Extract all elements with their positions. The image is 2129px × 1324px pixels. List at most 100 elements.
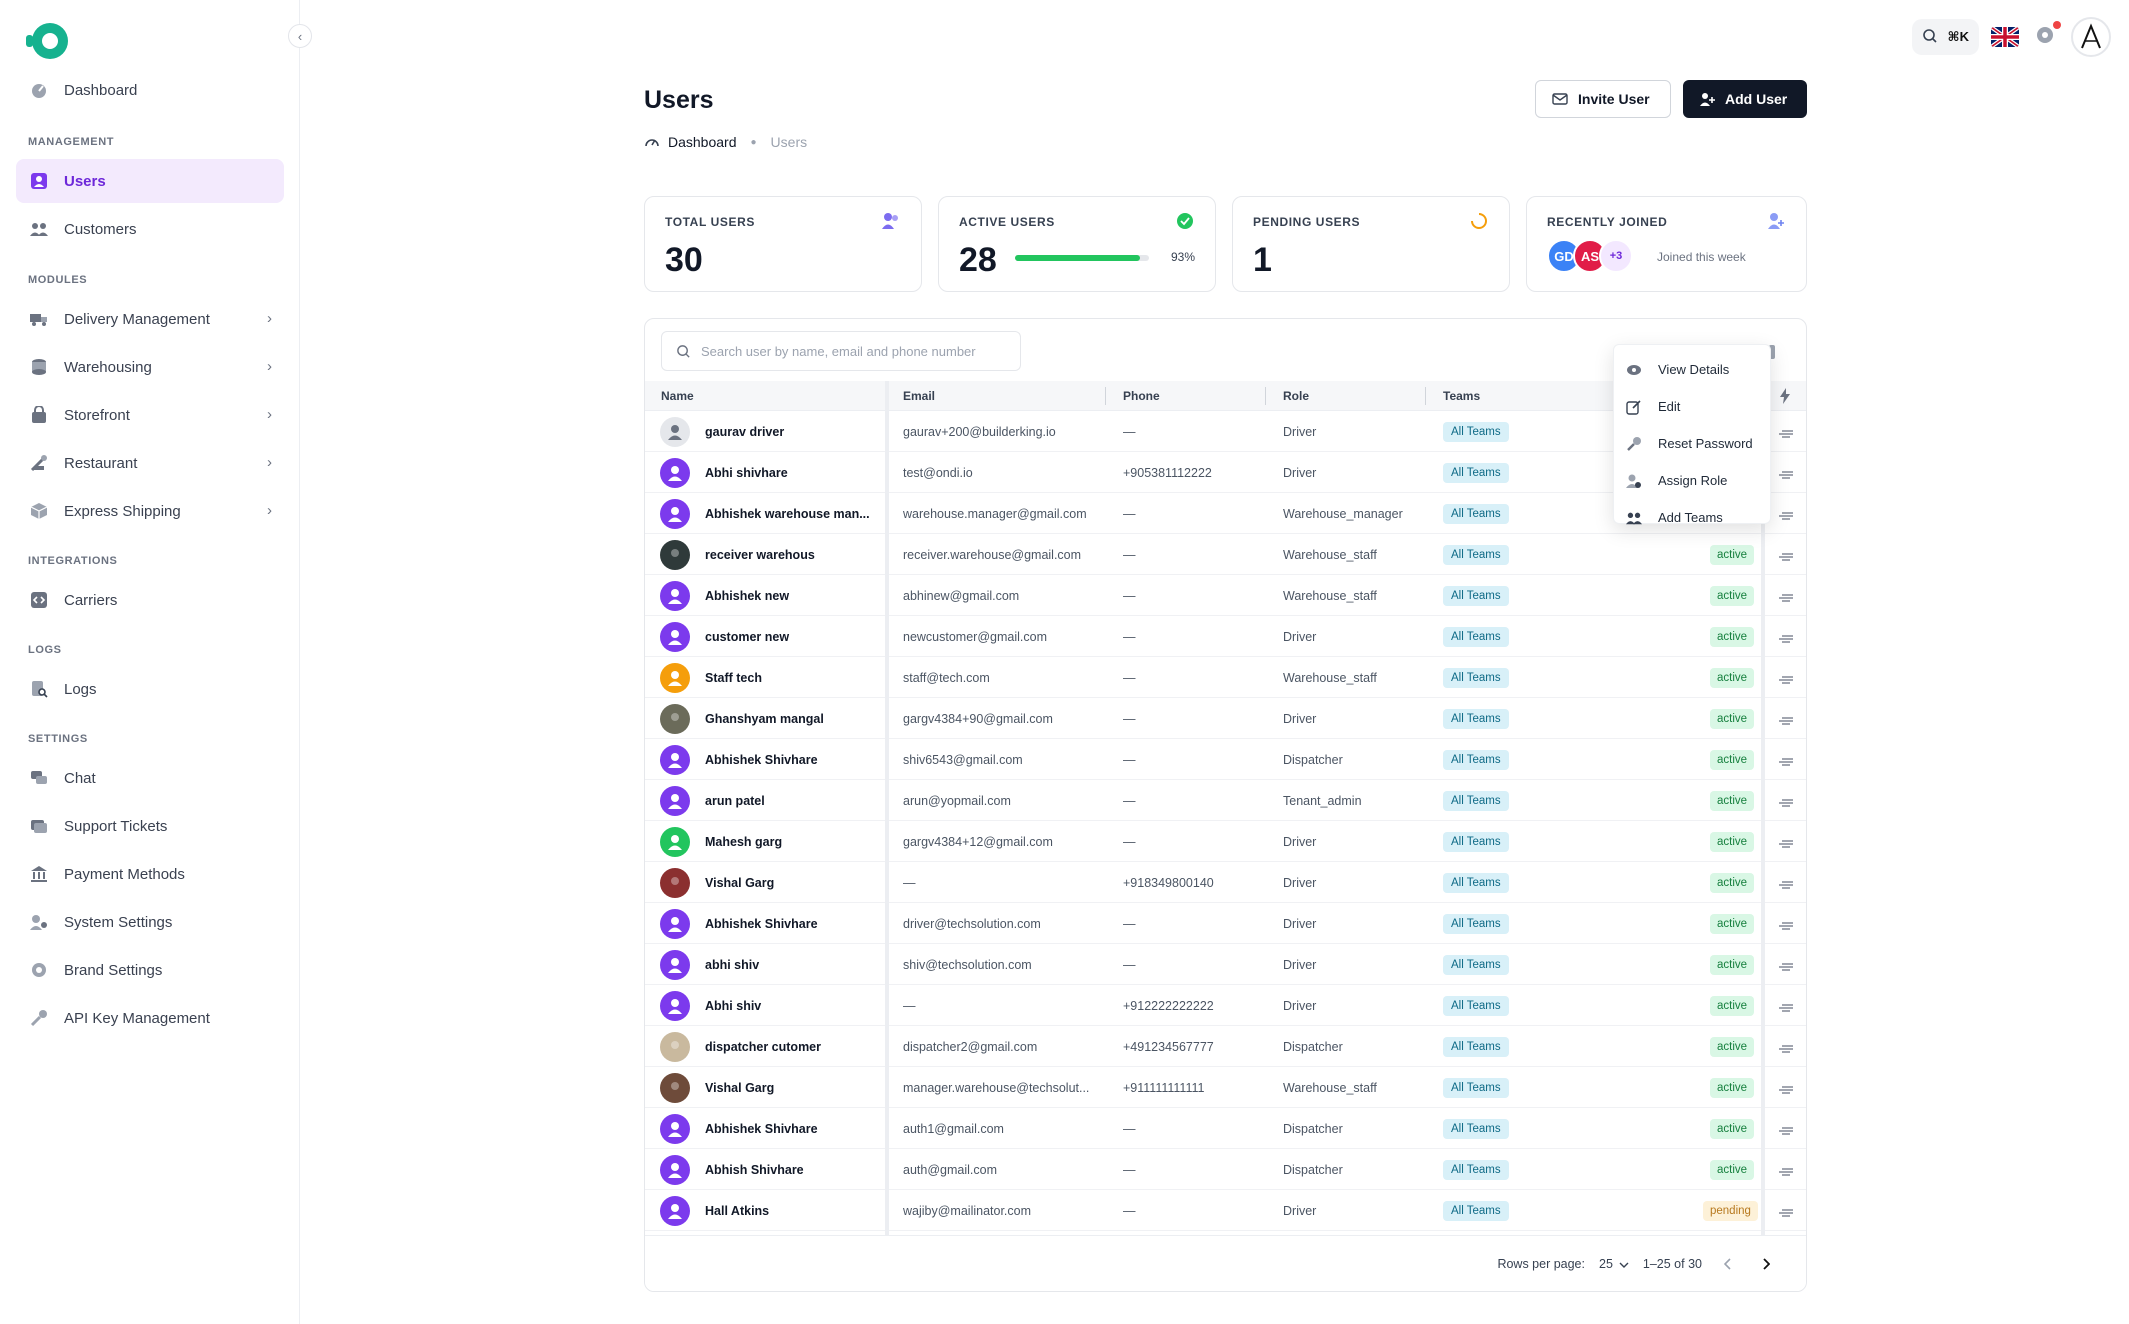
row-menu-icon[interactable] bbox=[1778, 590, 1794, 602]
menu-item-assign-role[interactable]: Assign Role bbox=[1614, 462, 1770, 499]
teams-cell: All Teams bbox=[1443, 1108, 1509, 1149]
sidebar-item-delivery-management[interactable]: Delivery Management › bbox=[16, 297, 284, 341]
sidebar-item-brand-settings[interactable]: Brand Settings bbox=[16, 948, 284, 992]
menu-item-reset-password[interactable]: Reset Password bbox=[1614, 425, 1770, 462]
menu-item-edit[interactable]: Edit bbox=[1614, 388, 1770, 425]
users-table-card: Name Email Phone Role Teams gaurav drive… bbox=[644, 318, 1807, 1292]
column-header-name[interactable]: Name bbox=[661, 389, 694, 403]
column-header-email[interactable]: Email bbox=[903, 389, 936, 403]
stat-value: 28 bbox=[959, 241, 997, 279]
settings-button[interactable] bbox=[2031, 21, 2061, 51]
table-row[interactable]: Abhishek Shivhare shiv6543@gmail.com — Disp… bbox=[645, 739, 1806, 780]
avatar bbox=[660, 909, 690, 939]
table-row[interactable]: abhi shiv shiv@techsolution.com — Driver All… bbox=[645, 944, 1806, 985]
brand-logo[interactable] bbox=[24, 20, 76, 62]
table-row[interactable]: gaurav driver gaurav+200@builderking.io — D… bbox=[645, 411, 1806, 452]
table-row[interactable]: customer new newcustomer@gmail.com — Driver… bbox=[645, 616, 1806, 657]
table-row[interactable]: arun patel arun@yopmail.com — Tenant_admin A… bbox=[645, 780, 1806, 821]
rows-per-page-select[interactable]: 25 bbox=[1599, 1257, 1629, 1271]
row-menu-icon[interactable] bbox=[1778, 1164, 1794, 1176]
column-header-phone[interactable]: Phone bbox=[1123, 389, 1160, 403]
sidebar-item-api-key-management[interactable]: API Key Management bbox=[16, 996, 284, 1040]
stat-card-recently-joined: RECENTLY JOINED GD AS +3 Joined this wee… bbox=[1526, 196, 1807, 292]
row-menu-icon[interactable] bbox=[1778, 1082, 1794, 1094]
sidebar-item-warehousing[interactable]: Warehousing › bbox=[16, 345, 284, 389]
row-menu-icon[interactable] bbox=[1778, 713, 1794, 725]
row-menu-icon[interactable] bbox=[1778, 877, 1794, 889]
sidebar-item-support-tickets[interactable]: Support Tickets bbox=[16, 804, 284, 848]
user-search-field[interactable] bbox=[661, 331, 1021, 371]
collapse-sidebar-button[interactable]: ‹ bbox=[288, 24, 312, 48]
team-badge: All Teams bbox=[1443, 954, 1509, 975]
table-row[interactable]: Vishal Garg manager.warehouse@techsolut..… bbox=[645, 1067, 1806, 1108]
row-menu-icon[interactable] bbox=[1778, 508, 1794, 520]
table-row[interactable]: Abhishek Shivhare driver@techsolution.com… bbox=[645, 903, 1806, 944]
global-search-button[interactable]: ⌘K bbox=[1911, 19, 1979, 55]
sidebar-item-customers[interactable]: Customers bbox=[16, 207, 284, 251]
row-menu-icon[interactable] bbox=[1778, 467, 1794, 479]
sidebar-item-carriers[interactable]: Carriers bbox=[16, 578, 284, 622]
sidebar-item-payment-methods[interactable]: Payment Methods bbox=[16, 852, 284, 896]
table-row[interactable]: Abhishek new abhinew@gmail.com — Warehouse_… bbox=[645, 575, 1806, 616]
search-input[interactable] bbox=[701, 343, 1001, 359]
sidebar-item-express-shipping[interactable]: Express Shipping › bbox=[16, 489, 284, 533]
table-row[interactable]: Abhishek Shivhare auth1@gmail.com — Dispatc… bbox=[645, 1108, 1806, 1149]
previous-page-button[interactable] bbox=[1716, 1252, 1740, 1276]
user-email: dispatcher2@gmail.com bbox=[903, 1039, 1038, 1054]
row-menu-icon[interactable] bbox=[1778, 1205, 1794, 1217]
rows-per-page-value: 25 bbox=[1599, 1256, 1613, 1271]
row-menu-icon[interactable] bbox=[1778, 918, 1794, 930]
row-menu-icon[interactable] bbox=[1778, 836, 1794, 848]
sidebar-item-dashboard[interactable]: Dashboard bbox=[16, 68, 284, 112]
table-row[interactable]: Hall Atkins wajiby@mailinator.com — Driver A… bbox=[645, 1190, 1806, 1231]
row-menu-icon[interactable] bbox=[1778, 631, 1794, 643]
column-header-teams[interactable]: Teams bbox=[1443, 389, 1481, 403]
table-row[interactable]: Abhishek warehouse man... warehouse.manag… bbox=[645, 493, 1806, 534]
add-user-button[interactable]: Add User bbox=[1683, 80, 1807, 118]
progress-fill bbox=[1015, 255, 1140, 261]
sidebar-item-users[interactable]: Users bbox=[16, 159, 284, 203]
table-row[interactable]: receiver warehous receiver.warehouse@gmai… bbox=[645, 534, 1806, 575]
row-menu-icon[interactable] bbox=[1778, 426, 1794, 438]
row-menu-icon[interactable] bbox=[1778, 754, 1794, 766]
row-menu-icon[interactable] bbox=[1778, 1041, 1794, 1053]
code-icon bbox=[28, 589, 50, 611]
teams-cell: All Teams bbox=[1443, 944, 1509, 985]
table-row[interactable]: Abhi shivhare test@ondi.io +905381112222 Dr… bbox=[645, 452, 1806, 493]
row-menu-icon[interactable] bbox=[1778, 959, 1794, 971]
user-phone: — bbox=[1123, 1203, 1136, 1218]
stat-label: ACTIVE USERS bbox=[959, 215, 1055, 229]
table-row[interactable]: Abhish Shivhare auth@gmail.com — Dispatcher… bbox=[645, 1149, 1806, 1190]
row-menu-icon[interactable] bbox=[1778, 672, 1794, 684]
more-avatars-count[interactable]: +3 bbox=[1599, 239, 1633, 273]
section-label-settings: SETTINGS bbox=[28, 733, 88, 745]
table-row[interactable]: Abhi shiv — +912222222222 Driver All Teams ac… bbox=[645, 985, 1806, 1026]
breadcrumb-home-link[interactable]: Dashboard bbox=[668, 134, 737, 150]
table-row[interactable]: Mahesh garg gargv4384+12@gmail.com — Driver… bbox=[645, 821, 1806, 862]
invite-user-button[interactable]: Invite User bbox=[1535, 80, 1671, 118]
sidebar-item-chat[interactable]: Chat bbox=[16, 756, 284, 800]
key-icon bbox=[28, 1007, 50, 1029]
row-menu-icon[interactable] bbox=[1778, 549, 1794, 561]
menu-item-add-teams[interactable]: Add Teams bbox=[1614, 499, 1770, 536]
active-users-percent: 93% bbox=[1170, 250, 1195, 264]
status-cell: active bbox=[1710, 616, 1755, 657]
sidebar-item-restaurant[interactable]: Restaurant › bbox=[16, 441, 284, 485]
row-menu-icon[interactable] bbox=[1778, 795, 1794, 807]
sidebar-item-storefront[interactable]: Storefront › bbox=[16, 393, 284, 437]
table-row[interactable]: Staff tech staff@tech.com — Warehouse_staff… bbox=[645, 657, 1806, 698]
sidebar-item-logs[interactable]: Logs bbox=[16, 667, 284, 711]
uk-flag-icon[interactable] bbox=[1991, 27, 2019, 47]
user-avatar[interactable] bbox=[2071, 17, 2111, 57]
row-menu-icon[interactable] bbox=[1778, 1123, 1794, 1135]
next-page-button[interactable] bbox=[1754, 1252, 1778, 1276]
sidebar-item-system-settings[interactable]: System Settings bbox=[16, 900, 284, 944]
row-menu-icon[interactable] bbox=[1778, 1000, 1794, 1012]
menu-item-view-details[interactable]: View Details bbox=[1614, 351, 1770, 388]
table-row[interactable]: dispatcher cutomer dispatcher2@gmail.com +… bbox=[645, 1026, 1806, 1067]
stat-value: 30 bbox=[665, 241, 703, 279]
column-header-role[interactable]: Role bbox=[1283, 389, 1310, 403]
column-menu-handle[interactable] bbox=[1769, 345, 1775, 359]
table-row[interactable]: Vishal Garg — +918349800140 Driver All Teams… bbox=[645, 862, 1806, 903]
table-row[interactable]: Ghanshyam mangal gargv4384+90@gmail.com — D… bbox=[645, 698, 1806, 739]
